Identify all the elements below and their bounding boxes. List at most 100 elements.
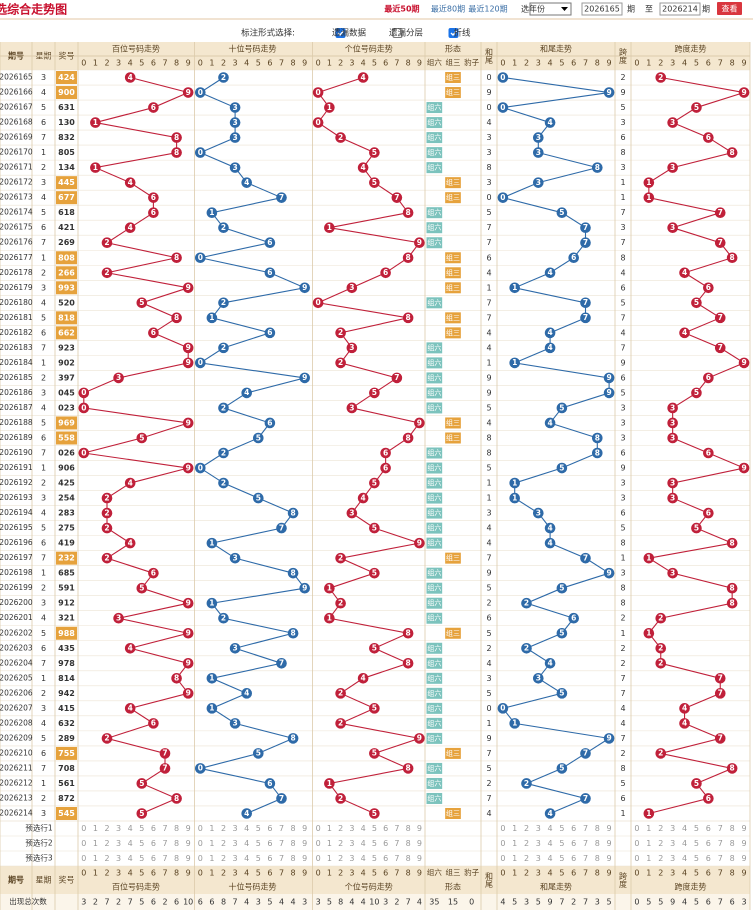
preselect-digit[interactable]: 2 <box>221 824 226 833</box>
preselect-digit[interactable]: 8 <box>595 824 600 833</box>
preselect-digit[interactable]: 1 <box>512 824 517 833</box>
preselect-digit[interactable]: 6 <box>151 854 156 863</box>
preselect-digit[interactable]: 4 <box>361 854 366 863</box>
preselect-digit[interactable]: 7 <box>162 824 167 833</box>
preselect-digit[interactable]: 7 <box>279 839 284 848</box>
preselect-digit[interactable]: 9 <box>302 839 307 848</box>
preselect-digit[interactable]: 7 <box>279 854 284 863</box>
preselect-digit[interactable]: 1 <box>646 854 651 863</box>
preselect-digit[interactable]: 9 <box>607 839 612 848</box>
preselect-digit[interactable]: 8 <box>291 854 296 863</box>
preselect-digit[interactable]: 5 <box>256 824 261 833</box>
preselect-digit[interactable]: 5 <box>256 854 261 863</box>
preselect-digit[interactable]: 3 <box>670 839 675 848</box>
to-input[interactable] <box>659 2 701 16</box>
preselect-digit[interactable]: 5 <box>559 854 564 863</box>
preselect-digit[interactable]: 5 <box>559 824 564 833</box>
preselect-digit[interactable]: 7 <box>394 839 399 848</box>
preselect-digit[interactable]: 3 <box>116 839 121 848</box>
preselect-digit[interactable]: 1 <box>512 854 517 863</box>
preselect-digit[interactable]: 2 <box>104 824 109 833</box>
preselect-digit[interactable]: 8 <box>291 839 296 848</box>
preselect-digit[interactable]: 0 <box>500 839 505 848</box>
preselect-digit[interactable]: 1 <box>512 839 517 848</box>
preselect-digit[interactable]: 4 <box>361 824 366 833</box>
checkbox[interactable] <box>392 28 403 38</box>
preselect-digit[interactable]: 4 <box>128 854 133 863</box>
preselect-digit[interactable]: 8 <box>730 854 735 863</box>
preselect-digit[interactable]: 8 <box>406 824 411 833</box>
preselect-digit[interactable]: 5 <box>372 854 377 863</box>
preselect-digit[interactable]: 0 <box>500 824 505 833</box>
preselect-digit[interactable]: 6 <box>383 824 388 833</box>
preselect-digit[interactable]: 7 <box>718 824 723 833</box>
preselect-digit[interactable]: 9 <box>186 839 191 848</box>
preselect-digit[interactable]: 3 <box>233 839 238 848</box>
preselect-digit[interactable]: 3 <box>349 854 354 863</box>
preselect-digit[interactable]: 4 <box>244 854 249 863</box>
preselect-digit[interactable]: 4 <box>548 854 553 863</box>
preselect-digit[interactable]: 0 <box>634 854 639 863</box>
preselect-digit[interactable]: 4 <box>548 839 553 848</box>
preselect-digit[interactable]: 6 <box>571 824 576 833</box>
preselect-digit[interactable]: 1 <box>646 839 651 848</box>
preselect-digit[interactable]: 5 <box>139 824 144 833</box>
preselect-digit[interactable]: 9 <box>417 824 422 833</box>
preselect-digit[interactable]: 0 <box>81 854 86 863</box>
preselect-digit[interactable]: 2 <box>104 839 109 848</box>
preselect-digit[interactable]: 9 <box>186 854 191 863</box>
preselect-digit[interactable]: 8 <box>174 854 179 863</box>
checkbox[interactable] <box>448 28 459 38</box>
preselect-digit[interactable]: 8 <box>406 854 411 863</box>
preselect-digit[interactable]: 4 <box>361 839 366 848</box>
preselect-digit[interactable]: 2 <box>221 839 226 848</box>
preselect-digit[interactable]: 6 <box>571 854 576 863</box>
year-select[interactable] <box>529 2 572 16</box>
preselect-digit[interactable]: 6 <box>383 839 388 848</box>
preselect-digit[interactable]: 2 <box>104 854 109 863</box>
preselect-digit[interactable]: 8 <box>406 839 411 848</box>
preselect-digit[interactable]: 5 <box>372 839 377 848</box>
preselect-digit[interactable]: 2 <box>658 824 663 833</box>
preselect-digit[interactable]: 9 <box>607 824 612 833</box>
preselect-digit[interactable]: 4 <box>128 839 133 848</box>
preselect-digit[interactable]: 3 <box>233 854 238 863</box>
preselect-digit[interactable]: 6 <box>151 839 156 848</box>
preselect-digit[interactable]: 5 <box>694 839 699 848</box>
preselect-digit[interactable]: 0 <box>634 824 639 833</box>
preselect-digit[interactable]: 1 <box>209 839 214 848</box>
preselect-digit[interactable]: 3 <box>536 839 541 848</box>
preselect-digit[interactable]: 9 <box>742 854 747 863</box>
preselect-digit[interactable]: 1 <box>646 824 651 833</box>
preselect-digit[interactable]: 4 <box>548 824 553 833</box>
preselect-digit[interactable]: 3 <box>116 824 121 833</box>
preselect-digit[interactable]: 8 <box>730 839 735 848</box>
preselect-digit[interactable]: 3 <box>349 839 354 848</box>
preselect-digit[interactable]: 2 <box>338 824 343 833</box>
preselect-digit[interactable]: 8 <box>595 854 600 863</box>
preselect-digit[interactable]: 3 <box>670 824 675 833</box>
preselect-digit[interactable]: 5 <box>694 824 699 833</box>
preselect-digit[interactable]: 6 <box>706 824 711 833</box>
preselect-digit[interactable]: 9 <box>742 824 747 833</box>
preselect-digit[interactable]: 1 <box>209 854 214 863</box>
preselect-digit[interactable]: 6 <box>571 839 576 848</box>
preselect-digit[interactable]: 7 <box>394 854 399 863</box>
preselect-digit[interactable]: 6 <box>151 824 156 833</box>
preselect-digit[interactable]: 9 <box>607 854 612 863</box>
preselect-digit[interactable]: 8 <box>174 824 179 833</box>
preselect-digit[interactable]: 4 <box>244 839 249 848</box>
preselect-digit[interactable]: 4 <box>682 824 687 833</box>
preselect-digit[interactable]: 9 <box>302 854 307 863</box>
preselect-digit[interactable]: 0 <box>500 854 505 863</box>
preselect-digit[interactable]: 4 <box>682 839 687 848</box>
preselect-digit[interactable]: 7 <box>718 854 723 863</box>
preselect-digit[interactable]: 1 <box>93 839 98 848</box>
preselect-digit[interactable]: 8 <box>595 839 600 848</box>
preselect-digit[interactable]: 9 <box>742 839 747 848</box>
preselect-digit[interactable]: 0 <box>81 824 86 833</box>
preselect-digit[interactable]: 8 <box>730 824 735 833</box>
preselect-digit[interactable]: 5 <box>372 824 377 833</box>
preselect-digit[interactable]: 7 <box>279 824 284 833</box>
preselect-digit[interactable]: 6 <box>267 824 272 833</box>
